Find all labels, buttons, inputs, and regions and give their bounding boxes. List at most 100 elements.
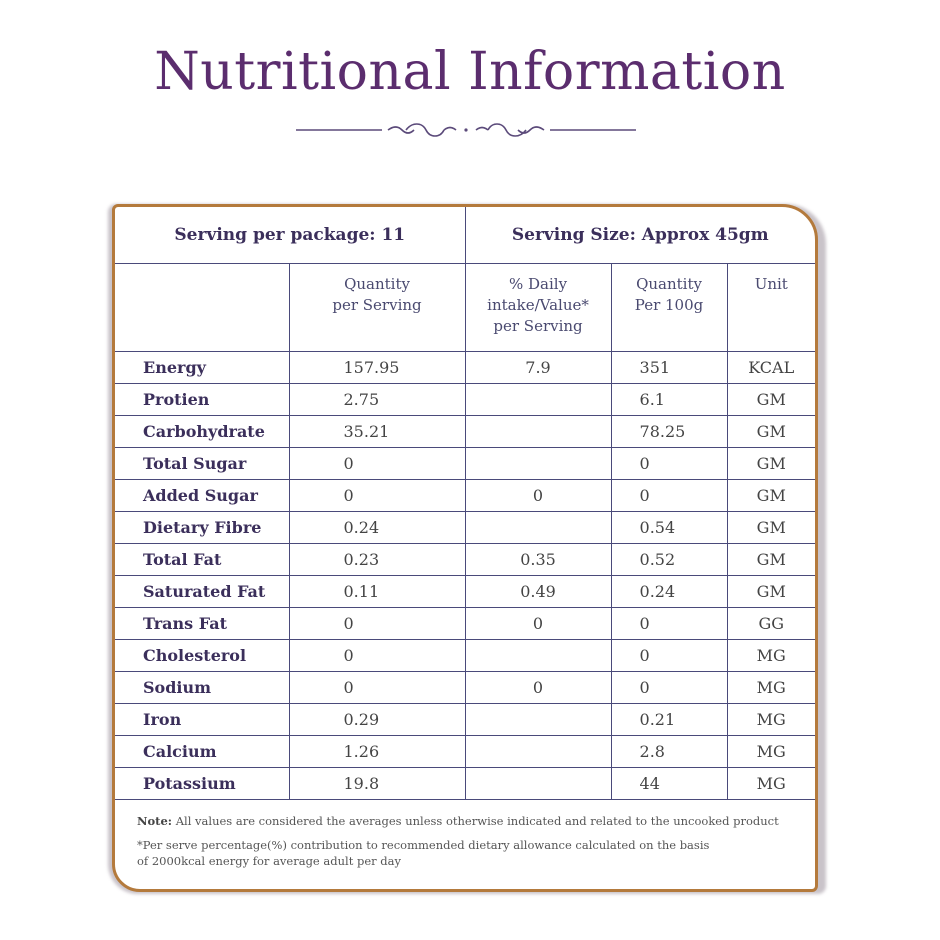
nutrient-name: Dietary Fibre [115,511,290,544]
unit: KCAL [726,351,815,384]
daily-value [464,383,612,416]
table-row: Trans Fat 0 0 0 GG [115,607,815,640]
nutrient-name: Protien [115,383,290,416]
unit: GM [726,447,815,480]
daily-value [464,415,612,448]
col-header-nutrient [115,263,290,352]
quantity-per-serving: 0 [288,639,466,672]
quantity-per-serving: 0.29 [288,703,466,736]
daily-value: 0 [464,479,612,512]
nutrient-name: Cholesterol [115,639,290,672]
quantity-per-serving: 0 [288,447,466,480]
quantity-per-100g: 0.52 [610,543,728,576]
table-notes: Note: All values are considered the aver… [115,800,815,868]
nutrient-name: Trans Fat [115,607,290,640]
nutrient-name: Carbohydrate [115,415,290,448]
quantity-per-serving: 157.95 [288,351,466,384]
quantity-per-100g: 78.25 [610,415,728,448]
nutrition-panel: Serving per package: 11 Serving Size: Ap… [112,204,818,892]
unit: MG [726,639,815,672]
daily-value: 7.9 [464,351,612,384]
quantity-per-serving: 0 [288,671,466,704]
daily-value [464,767,612,800]
daily-value [464,447,612,480]
unit: GM [726,575,815,608]
table-row: Total Fat 0.23 0.35 0.52 GM [115,543,815,576]
unit: MG [726,767,815,800]
daily-value [464,703,612,736]
table-row: Calcium 1.26 2.8 MG [115,735,815,768]
table-row: Protien 2.75 6.1 GM [115,383,815,416]
note-per-serve-line1: *Per serve percentage(%) contribution to… [137,838,710,852]
nutrient-name: Calcium [115,735,290,768]
unit: GM [726,511,815,544]
nutrient-name: Saturated Fat [115,575,290,608]
daily-value [464,639,612,672]
nutrient-name: Energy [115,351,290,384]
unit: MG [726,735,815,768]
col-header-unit: Unit [726,263,815,352]
table-row: Cholesterol 0 0 MG [115,639,815,672]
quantity-per-100g: 0.24 [610,575,728,608]
nutrient-name: Total Sugar [115,447,290,480]
nutrient-name: Sodium [115,671,290,704]
daily-value: 0 [464,607,612,640]
nutrient-name: Total Fat [115,543,290,576]
unit: GM [726,543,815,576]
daily-value [464,735,612,768]
table-row: Iron 0.29 0.21 MG [115,703,815,736]
unit: GM [726,415,815,448]
daily-value: 0.49 [464,575,612,608]
quantity-per-serving: 0.23 [288,543,466,576]
nutrient-name: Iron [115,703,290,736]
unit: GM [726,383,815,416]
quantity-per-serving: 19.8 [288,767,466,800]
quantity-per-serving: 0 [288,607,466,640]
quantity-per-serving: 0.11 [288,575,466,608]
quantity-per-serving: 1.26 [288,735,466,768]
quantity-per-100g: 6.1 [610,383,728,416]
table-row: Potassium 19.8 44 MG [115,767,815,800]
col-header-quantity-per-serving: Quantity per Serving [288,263,466,352]
table-row: Sodium 0 0 0 MG [115,671,815,704]
table-row: Energy 157.95 7.9 351 KCAL [115,351,815,384]
serving-size: Serving Size: Approx 45gm [464,207,815,264]
unit: GM [726,479,815,512]
table-row: Dietary Fibre 0.24 0.54 GM [115,511,815,544]
quantity-per-100g: 44 [610,767,728,800]
table-row: Saturated Fat 0.11 0.49 0.24 GM [115,575,815,608]
quantity-per-100g: 0 [610,639,728,672]
quantity-per-100g: 0 [610,479,728,512]
quantity-per-serving: 35.21 [288,415,466,448]
daily-value: 0.35 [464,543,612,576]
unit: MG [726,703,815,736]
daily-value [464,511,612,544]
quantity-per-100g: 0 [610,671,728,704]
note-per-serve-line2: of 2000kcal energy for average adult per… [137,854,402,868]
quantity-per-100g: 0 [610,447,728,480]
unit: GG [726,607,815,640]
col-header-daily-value: % Daily intake/Value* per Serving [464,263,612,352]
serving-per-package: Serving per package: 11 [115,207,466,264]
table-row: Total Sugar 0 0 GM [115,447,815,480]
quantity-per-100g: 0.54 [610,511,728,544]
quantity-per-100g: 0 [610,607,728,640]
quantity-per-100g: 0.21 [610,703,728,736]
nutrient-name: Potassium [115,767,290,800]
quantity-per-100g: 2.8 [610,735,728,768]
table-row: Added Sugar 0 0 0 GM [115,479,815,512]
column-header-row: Quantity per Serving % Daily intake/Valu… [115,263,815,352]
note-general: Note: All values are considered the aver… [137,814,779,828]
unit: MG [726,671,815,704]
serving-header-row: Serving per package: 11 Serving Size: Ap… [115,207,815,264]
nutrition-table: Serving per package: 11 Serving Size: Ap… [115,207,815,800]
col-header-quantity-per-100g: Quantity Per 100g [610,263,728,352]
quantity-per-serving: 0 [288,479,466,512]
page-title: Nutritional Information [154,42,786,102]
flourish-divider-icon [296,123,636,137]
nutrient-name: Added Sugar [115,479,290,512]
quantity-per-serving: 2.75 [288,383,466,416]
quantity-per-serving: 0.24 [288,511,466,544]
quantity-per-100g: 351 [610,351,728,384]
table-row: Carbohydrate 35.21 78.25 GM [115,415,815,448]
